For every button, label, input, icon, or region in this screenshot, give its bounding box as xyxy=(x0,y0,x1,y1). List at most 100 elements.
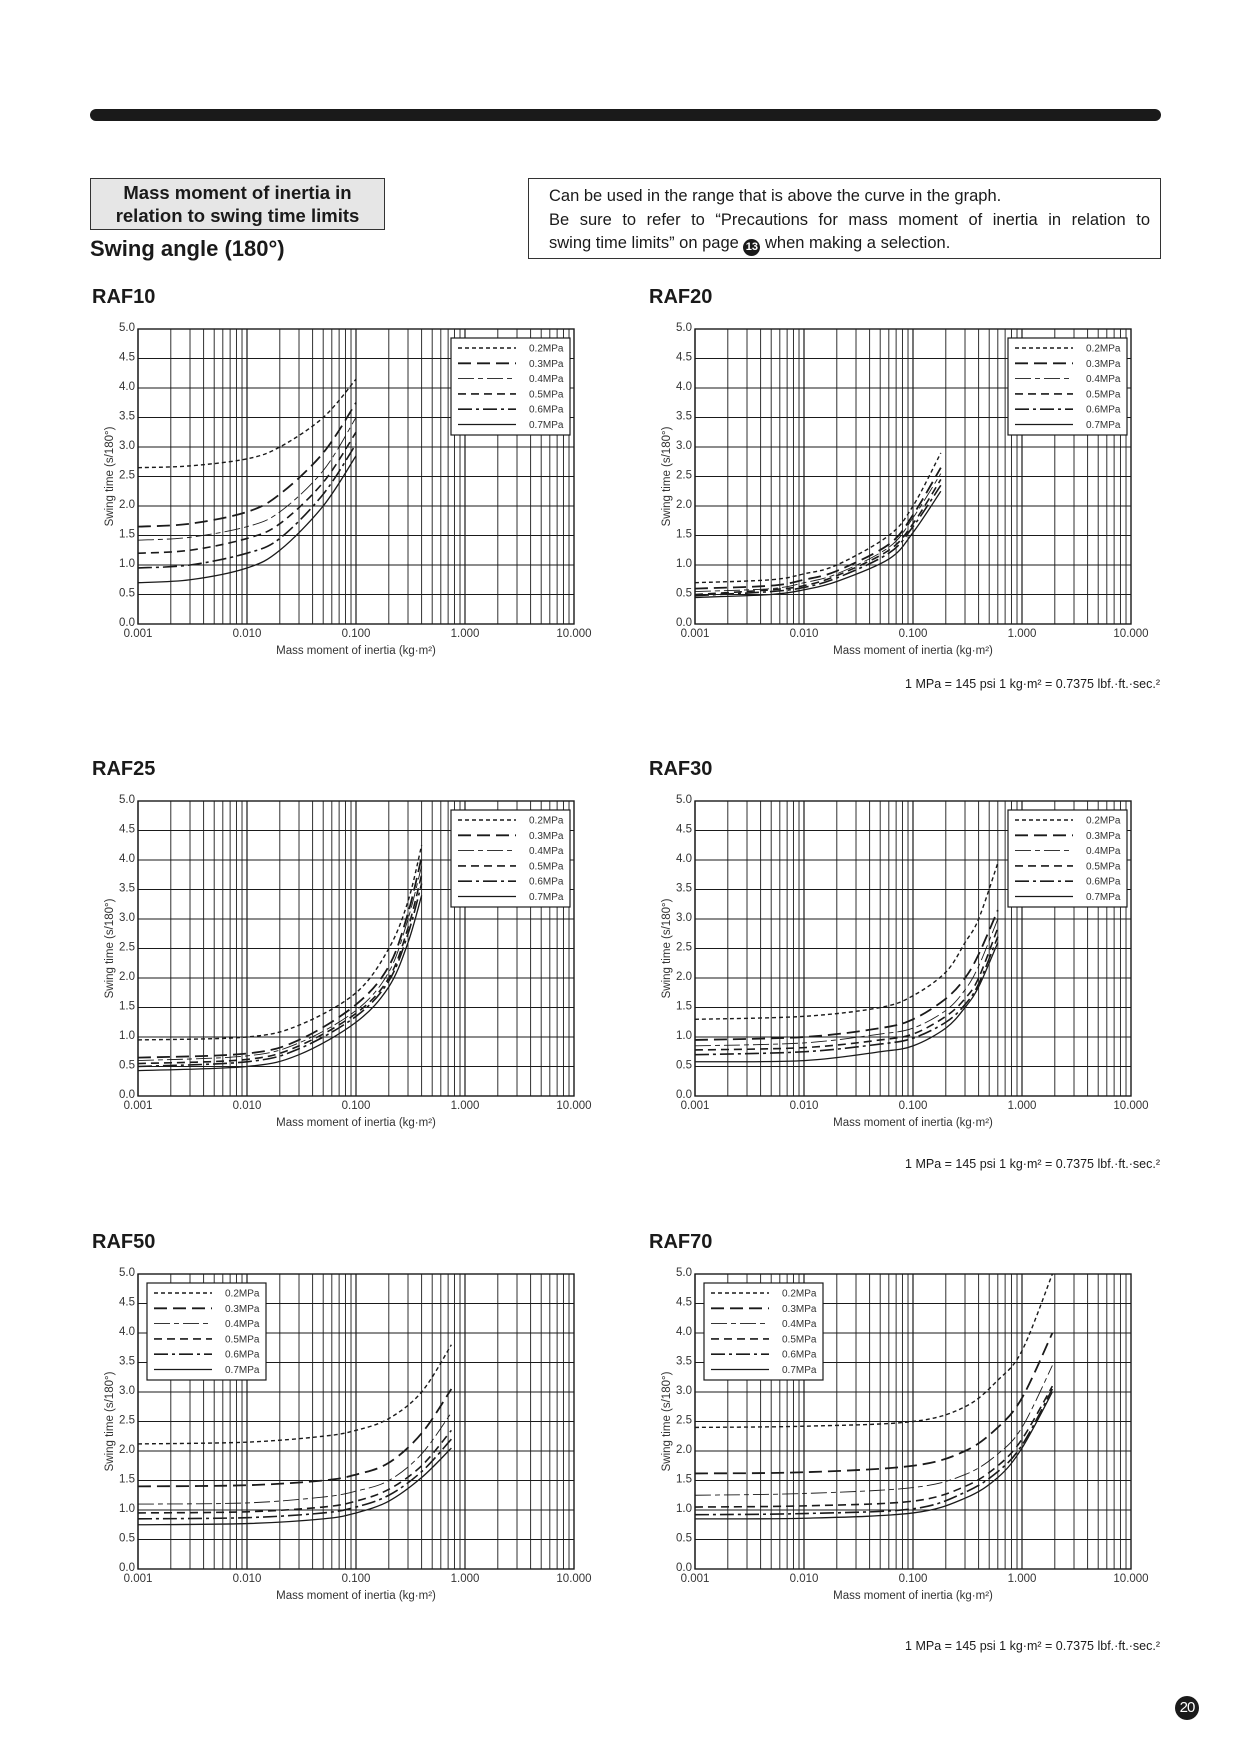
legend: 0.2MPa 0.3MPa 0.4MPa 0.5MPa 0.6MPa 0.7MPa xyxy=(1007,337,1128,436)
legend-label: 0.6MPa xyxy=(1086,405,1121,416)
y-tick-label: 2.0 xyxy=(676,1444,692,1456)
series-line-0-2mpa xyxy=(137,378,357,469)
legend-label: 0.5MPa xyxy=(782,1334,817,1345)
y-tick-label: 4.0 xyxy=(119,1326,135,1338)
legend-label: 0.2MPa xyxy=(1086,344,1121,355)
chart-title: RAF50 xyxy=(92,1231,156,1253)
y-tick-label: 4.0 xyxy=(119,381,135,393)
legend-label: 0.3MPa xyxy=(225,1304,260,1315)
series-line-0-5mpa xyxy=(694,479,942,596)
y-tick-label: 0.5 xyxy=(119,588,135,600)
legend-label: 0.2MPa xyxy=(1086,816,1121,827)
x-tick-label: 0.100 xyxy=(899,1100,928,1112)
series-line-0-3mpa xyxy=(137,856,423,1059)
y-tick-label: 0.0 xyxy=(119,1562,135,1574)
series-line-0-4mpa xyxy=(694,1365,1053,1496)
y-tick-label: 2.0 xyxy=(676,499,692,511)
legend-label: 0.7MPa xyxy=(225,1365,260,1376)
y-axis-label: Swing time (s/180°) xyxy=(104,898,116,998)
series-line-0-3mpa xyxy=(137,402,357,528)
chart-title: RAF10 xyxy=(92,286,156,308)
y-tick-label: 5.0 xyxy=(119,322,135,334)
y-tick-label: 1.0 xyxy=(676,1030,692,1042)
y-tick-label: 0.5 xyxy=(119,1060,135,1072)
series-line-0-3mpa xyxy=(694,467,942,590)
series-line-0-7mpa xyxy=(694,942,999,1063)
x-axis-label: Mass moment of inertia (kg·m²) xyxy=(833,645,993,657)
legend-label: 0.7MPa xyxy=(529,892,564,903)
legend-label: 0.5MPa xyxy=(1086,389,1121,400)
y-tick-label: 1.0 xyxy=(676,558,692,570)
y-axis-label: Swing time (s/180°) xyxy=(661,1371,673,1471)
y-tick-label: 4.5 xyxy=(676,352,692,364)
legend-label: 0.5MPa xyxy=(529,389,564,400)
section-heading-line1: Mass moment of inertia in xyxy=(123,182,352,203)
legend-label: 0.3MPa xyxy=(529,359,564,370)
unit-conversion-note: 1 MPa = 145 psi 1 kg·m² = 0.7375 lbf.·ft… xyxy=(905,677,1160,691)
plot-frame xyxy=(694,800,1132,1097)
y-tick-label: 3.5 xyxy=(676,1356,692,1368)
note-line-2: Be sure to refer to “Precautions for mas… xyxy=(549,210,1150,229)
y-tick-label: 2.0 xyxy=(119,499,135,511)
y-tick-label: 4.5 xyxy=(119,1297,135,1309)
y-tick-label: 5.0 xyxy=(119,1267,135,1279)
legend-label: 0.4MPa xyxy=(1086,846,1121,857)
y-tick-label: 0.0 xyxy=(119,617,135,629)
x-tick-label: 1.000 xyxy=(1008,1573,1037,1585)
y-tick-label: 4.0 xyxy=(676,381,692,393)
note-line-1: Can be used in the range that is above t… xyxy=(549,187,1002,205)
y-tick-label: 4.0 xyxy=(676,1326,692,1338)
chart-title: RAF25 xyxy=(92,758,156,780)
series-line-0-2mpa xyxy=(137,1344,452,1445)
legend: 0.2MPa 0.3MPa 0.4MPa 0.5MPa 0.6MPa 0.7MPa xyxy=(146,1282,267,1381)
y-tick-label: 0.0 xyxy=(676,1562,692,1574)
x-tick-label: 1.000 xyxy=(451,1573,480,1585)
y-tick-label: 5.0 xyxy=(676,794,692,806)
legend-box xyxy=(450,809,571,908)
y-tick-label: 3.0 xyxy=(676,440,692,452)
y-tick-label: 2.5 xyxy=(119,470,135,482)
chart-plot: 0.0 0.5 1.0 1.5 2.0 2.5 3.0 3.5 4.0 4.5 5.0 0.001 0.… xyxy=(661,322,1149,657)
x-axis-label: Mass moment of inertia (kg·m²) xyxy=(833,1590,993,1602)
series-line-0-6mpa xyxy=(137,1438,452,1520)
x-tick-label: 0.001 xyxy=(124,1573,153,1585)
legend-label: 0.4MPa xyxy=(1086,374,1121,385)
chart-raf50: RAF50 0.0 0.5 1.0 1.5 2.0 2.5 3.0 3.5 4.0 4.5 5.0 0.… xyxy=(92,1231,593,1604)
y-tick-label: 0.0 xyxy=(676,1089,692,1101)
x-tick-label: 0.100 xyxy=(899,1573,928,1585)
note-line-3-start: swing time limits” on page xyxy=(549,234,744,252)
y-tick-label: 4.0 xyxy=(119,853,135,865)
legend-label: 0.6MPa xyxy=(529,405,564,416)
chart-plot: 0.0 0.5 1.0 1.5 2.0 2.5 3.0 3.5 4.0 4.5 5.0 0.001 0.… xyxy=(661,1267,1149,1602)
y-tick-label: 2.0 xyxy=(676,971,692,983)
x-tick-label: 1.000 xyxy=(1008,1100,1037,1112)
legend-label: 0.4MPa xyxy=(782,1319,817,1330)
series-line-0-3mpa xyxy=(694,909,999,1041)
y-axis-label: Swing time (s/180°) xyxy=(104,426,116,526)
legend-label: 0.3MPa xyxy=(1086,359,1121,370)
series-line-0-7mpa xyxy=(694,1391,1053,1520)
legend-box xyxy=(450,337,571,436)
y-tick-label: 0.5 xyxy=(119,1533,135,1545)
legend-box xyxy=(1007,337,1128,436)
x-tick-label: 1.000 xyxy=(451,1100,480,1112)
series-line-0-6mpa xyxy=(694,936,999,1056)
series-line-0-6mpa xyxy=(694,1388,1054,1516)
legend: 0.2MPa 0.3MPa 0.4MPa 0.5MPa 0.6MPa 0.7MPa xyxy=(450,337,571,436)
y-tick-label: 2.5 xyxy=(119,1415,135,1427)
chart-raf30: RAF30 0.0 0.5 1.0 1.5 2.0 2.5 3.0 3.5 4.0 4.5 5.0 0.… xyxy=(649,758,1150,1131)
y-tick-label: 2.5 xyxy=(676,942,692,954)
series-line-0-6mpa xyxy=(137,443,357,569)
x-tick-label: 1.000 xyxy=(451,628,480,640)
series-line-0-5mpa xyxy=(137,431,357,554)
x-tick-label: 0.001 xyxy=(681,628,710,640)
x-tick-label: 10.000 xyxy=(556,628,591,640)
legend-label: 0.2MPa xyxy=(529,816,564,827)
x-tick-label: 10.000 xyxy=(1113,1100,1148,1112)
series-line-0-3mpa xyxy=(694,1332,1054,1475)
x-tick-label: 0.100 xyxy=(342,1573,371,1585)
plot-frame xyxy=(137,800,575,1097)
x-tick-label: 0.010 xyxy=(790,628,819,640)
legend-label: 0.4MPa xyxy=(529,846,564,857)
y-axis-label: Swing time (s/180°) xyxy=(104,1371,116,1471)
